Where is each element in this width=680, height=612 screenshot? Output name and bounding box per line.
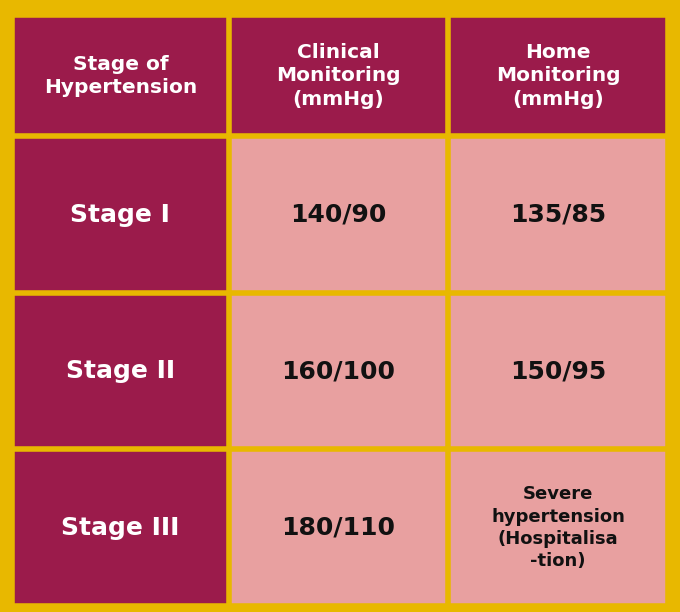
Bar [228,15,448,136]
Text: Stage of
Hypertension: Stage of Hypertension [44,54,197,97]
Bar [448,15,668,136]
Text: 160/100: 160/100 [282,359,395,383]
Bar [228,136,448,293]
Text: Stage I: Stage I [71,203,170,226]
Bar [12,293,228,449]
Bar [448,449,668,606]
Text: 150/95: 150/95 [510,359,606,383]
Bar [12,15,228,136]
Bar [228,449,448,606]
Text: Stage III: Stage III [61,516,180,540]
Bar [228,293,448,449]
Text: Stage II: Stage II [66,359,175,383]
Bar [448,136,668,293]
Text: Clinical
Monitoring
(mmHg): Clinical Monitoring (mmHg) [276,43,401,109]
Text: 180/110: 180/110 [282,516,395,540]
Bar [448,293,668,449]
Text: Home
Monitoring
(mmHg): Home Monitoring (mmHg) [496,43,620,109]
Text: 135/85: 135/85 [510,203,606,226]
Bar [12,449,228,606]
Bar [12,136,228,293]
Text: Severe
hypertension
(Hospitalisa
-tion): Severe hypertension (Hospitalisa -tion) [491,485,625,570]
Text: 140/90: 140/90 [290,203,386,226]
